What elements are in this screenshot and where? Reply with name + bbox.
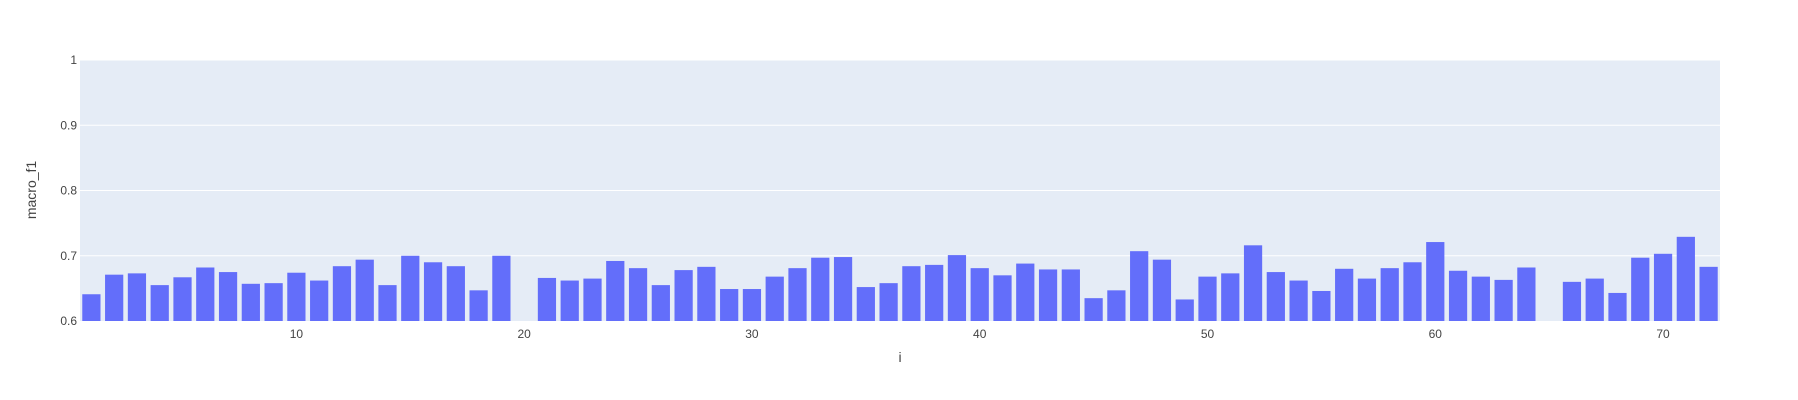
bar[interactable] [902,266,921,321]
bar[interactable] [287,272,306,321]
bar[interactable] [1471,276,1490,321]
bar[interactable] [1357,278,1377,321]
bar[interactable] [628,268,648,321]
bar[interactable] [332,266,352,321]
bar[interactable] [1403,262,1422,321]
bar[interactable] [105,274,124,321]
x-tick-label: 10 [290,327,304,341]
bar[interactable] [1631,257,1650,321]
x-tick-label: 30 [745,327,759,341]
bar[interactable] [1243,245,1263,321]
bar[interactable] [423,262,443,321]
bar[interactable] [1312,290,1331,321]
bar[interactable] [1380,268,1399,321]
bar[interactable] [378,285,397,321]
bar[interactable] [879,283,898,321]
bar[interactable] [446,266,465,321]
bar[interactable] [1175,299,1194,321]
bar[interactable] [1517,267,1536,321]
bar[interactable] [401,255,420,321]
x-tick-label: 70 [1656,327,1670,341]
bar[interactable] [1084,298,1103,321]
bar[interactable] [1289,280,1308,321]
bar[interactable] [196,267,215,321]
bar[interactable] [925,264,944,321]
bar[interactable] [742,289,762,321]
bar[interactable] [697,266,716,321]
bar[interactable] [765,276,784,321]
y-tick-label: 0.9 [60,118,77,132]
bar-series [82,236,1718,321]
bar[interactable] [970,268,989,321]
y-tick-label: 0.6 [60,314,77,328]
y-tick-label: 0.8 [60,184,77,198]
y-tick-label: 0.7 [60,249,77,263]
x-axis-title: i [898,349,901,365]
bar[interactable] [1585,278,1604,321]
bar[interactable] [1494,279,1513,321]
x-tick-label: 60 [1429,327,1443,341]
bar[interactable] [1130,251,1149,321]
bar[interactable] [1653,253,1673,321]
bar[interactable] [218,272,238,321]
bar[interactable] [1562,281,1582,321]
x-tick-label: 20 [517,327,531,341]
bar[interactable] [127,273,147,321]
bar[interactable] [788,268,807,321]
bar[interactable] [173,277,192,321]
bar[interactable] [583,278,602,321]
bar[interactable] [492,255,511,321]
bar[interactable] [674,270,693,321]
bar[interactable] [947,255,967,321]
bar[interactable] [355,259,374,321]
bar[interactable] [1016,263,1035,321]
bar[interactable] [1152,259,1172,321]
x-axis-ticks: 10 20 30 40 50 60 70 [290,327,1670,341]
bar[interactable] [1448,270,1468,321]
bar[interactable] [150,285,169,321]
bar[interactable] [264,283,283,321]
x-tick-label: 50 [1201,327,1215,341]
bar[interactable] [1061,269,1080,321]
bar[interactable] [606,260,625,321]
x-tick-label: 40 [973,327,987,341]
bar[interactable] [651,285,670,321]
bar[interactable] [1608,292,1627,321]
bar[interactable] [993,275,1012,321]
bar[interactable] [1699,266,1718,321]
y-axis-ticks: 0.6 0.7 0.8 0.9 1 [60,53,77,328]
bar[interactable] [833,257,853,321]
bar[interactable] [1266,272,1285,321]
bar[interactable] [241,283,260,321]
y-tick-label: 1 [70,53,77,67]
bar[interactable] [1335,268,1354,321]
bar[interactable] [1038,269,1058,321]
bar[interactable] [1198,276,1217,321]
bar[interactable] [82,294,101,321]
bar[interactable] [1221,273,1240,321]
bar[interactable] [310,280,329,321]
bar[interactable] [1676,236,1695,321]
bar[interactable] [720,289,739,321]
bar[interactable] [1107,290,1126,321]
gridlines [80,59,1720,257]
bar[interactable] [856,287,875,321]
bar[interactable] [469,290,488,321]
bar[interactable] [811,257,830,321]
y-axis-title: macro_f1 [23,161,39,220]
bar[interactable] [537,277,557,321]
bar[interactable] [560,280,579,321]
bar[interactable] [1426,242,1445,321]
